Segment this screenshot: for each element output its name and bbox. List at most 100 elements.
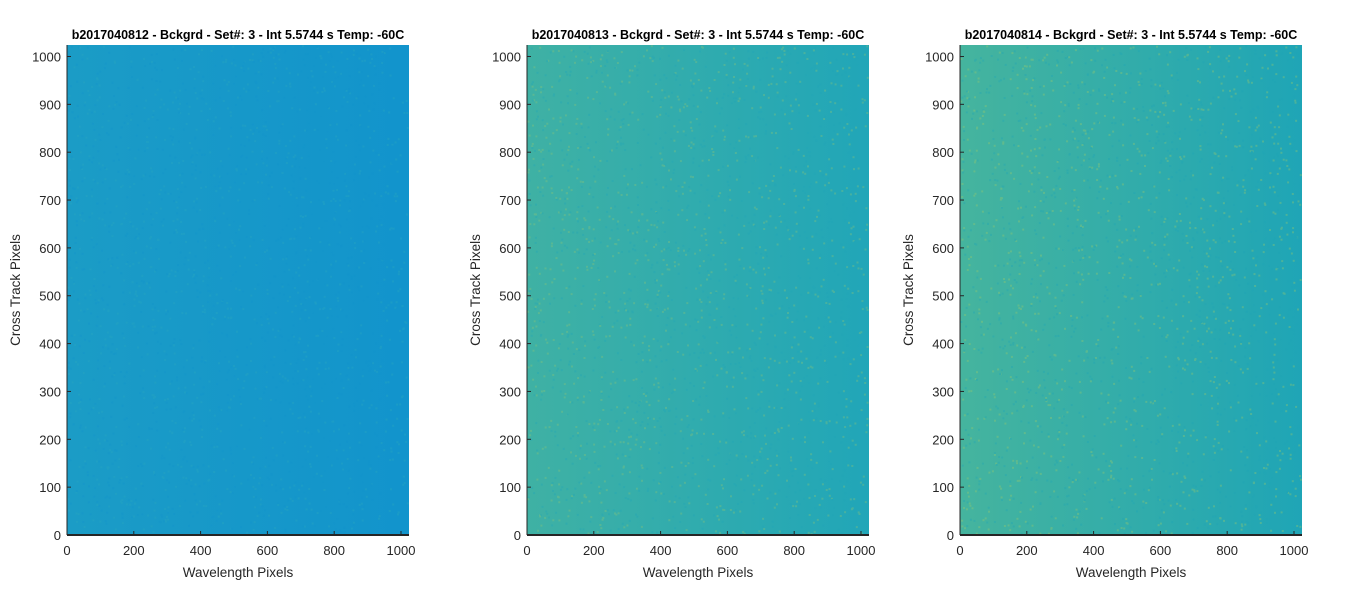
noise-pixel: [126, 115, 128, 117]
noise-pixel: [847, 293, 849, 295]
noise-pixel: [658, 452, 660, 454]
noise-pixel: [126, 443, 128, 445]
noise-pixel: [150, 167, 152, 169]
noise-pixel: [798, 344, 800, 346]
noise-pixel: [91, 112, 93, 114]
noise-pixel: [260, 504, 262, 506]
noise-pixel: [811, 236, 813, 238]
noise-pixel: [577, 168, 579, 170]
noise-pixel: [351, 354, 353, 356]
noise-pixel: [164, 350, 166, 352]
noise-pixel: [552, 490, 554, 492]
noise-pixel: [572, 435, 574, 437]
noise-pixel: [675, 495, 677, 497]
noise-pixel: [795, 211, 797, 213]
noise-pixel: [1018, 305, 1020, 307]
noise-pixel: [994, 420, 996, 422]
noise-pixel: [137, 124, 139, 126]
noise-pixel: [1072, 481, 1074, 483]
noise-pixel: [191, 174, 193, 176]
noise-pixel: [565, 71, 567, 73]
noise-pixel: [1240, 223, 1242, 225]
noise-pixel: [334, 71, 336, 73]
noise-pixel: [772, 77, 774, 79]
noise-pixel: [288, 191, 290, 193]
noise-pixel: [743, 225, 745, 227]
noise-pixel: [110, 416, 112, 418]
noise-pixel: [812, 337, 814, 339]
noise-pixel: [116, 323, 118, 325]
noise-pixel: [609, 237, 611, 239]
noise-pixel: [128, 363, 130, 365]
noise-pixel: [157, 341, 159, 343]
noise-pixel: [620, 83, 622, 85]
noise-pixel: [98, 299, 100, 301]
noise-pixel: [82, 164, 84, 166]
noise-pixel: [403, 98, 405, 100]
noise-pixel: [126, 263, 128, 265]
noise-pixel: [133, 516, 135, 518]
noise-pixel: [338, 224, 340, 226]
noise-pixel: [751, 462, 753, 464]
noise-pixel: [316, 473, 318, 475]
noise-pixel: [571, 366, 573, 368]
noise-pixel: [230, 447, 232, 449]
noise-pixel: [655, 303, 657, 305]
noise-pixel: [550, 420, 552, 422]
noise-pixel: [594, 299, 596, 301]
noise-pixel: [386, 320, 388, 322]
noise-pixel: [375, 231, 377, 233]
noise-pixel: [846, 481, 848, 483]
noise-pixel: [733, 57, 735, 59]
noise-pixel: [244, 257, 246, 259]
noise-pixel: [204, 309, 206, 311]
noise-pixel: [863, 496, 865, 498]
noise-pixel: [391, 142, 393, 144]
noise-pixel: [781, 48, 783, 50]
noise-pixel: [154, 382, 156, 384]
noise-pixel: [723, 93, 725, 95]
noise-pixel: [582, 234, 584, 236]
noise-pixel: [758, 111, 760, 113]
noise-pixel: [649, 404, 651, 406]
noise-pixel: [307, 432, 309, 434]
noise-pixel: [354, 247, 356, 249]
noise-pixel: [364, 198, 366, 200]
noise-pixel: [391, 451, 393, 453]
noise-pixel: [657, 296, 659, 298]
noise-pixel: [1151, 105, 1153, 107]
noise-pixel: [246, 157, 248, 159]
noise-pixel: [297, 292, 299, 294]
noise-pixel: [310, 81, 312, 83]
noise-pixel: [171, 162, 173, 164]
noise-pixel: [866, 307, 868, 309]
noise-pixel: [792, 438, 794, 440]
noise-pixel: [249, 429, 251, 431]
noise-pixel: [395, 159, 397, 161]
noise-pixel: [700, 301, 702, 303]
noise-pixel: [586, 458, 588, 460]
noise-pixel: [266, 289, 268, 291]
noise-pixel: [713, 465, 715, 467]
noise-pixel: [560, 117, 562, 119]
noise-pixel: [754, 207, 756, 209]
noise-pixel: [1038, 467, 1040, 469]
noise-pixel: [241, 99, 243, 101]
noise-pixel: [604, 446, 606, 448]
noise-pixel: [581, 186, 583, 188]
noise-pixel: [530, 204, 532, 206]
noise-pixel: [557, 444, 559, 446]
noise-pixel: [95, 139, 97, 141]
noise-pixel: [623, 467, 625, 469]
noise-pixel: [816, 267, 818, 269]
noise-pixel: [617, 352, 619, 354]
noise-pixel: [185, 89, 187, 91]
noise-pixel: [199, 485, 201, 487]
noise-pixel: [384, 334, 386, 336]
noise-pixel: [537, 452, 539, 454]
noise-pixel: [724, 64, 726, 66]
noise-pixel: [279, 205, 281, 207]
noise-pixel: [637, 142, 639, 144]
noise-pixel: [701, 310, 703, 312]
noise-pixel: [309, 284, 311, 286]
